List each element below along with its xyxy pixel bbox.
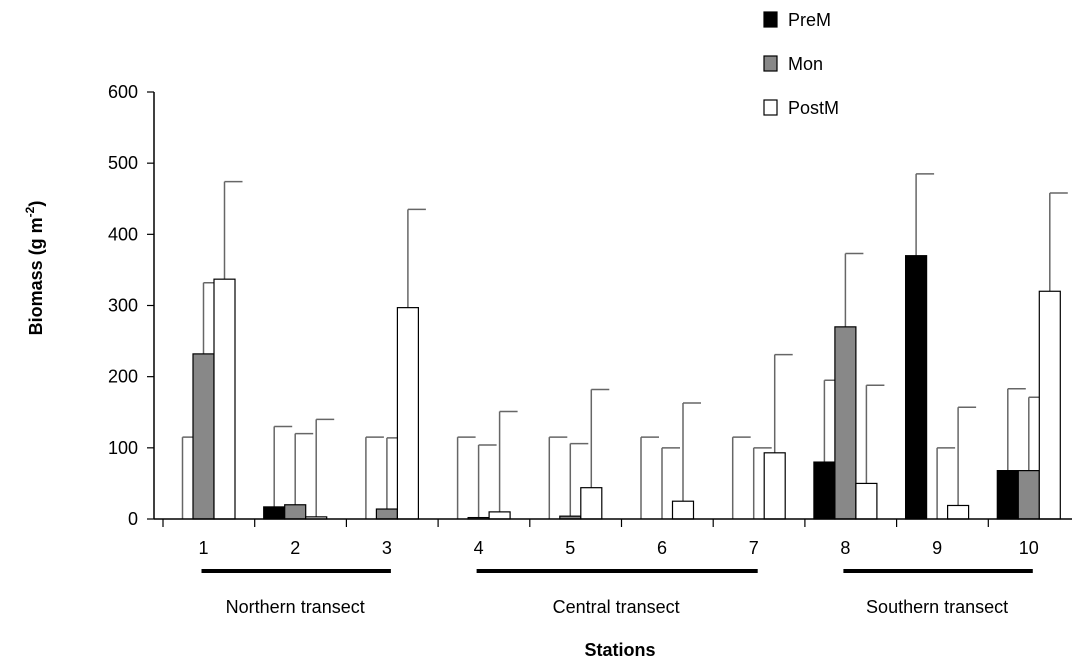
legend-label-postm: PostM xyxy=(788,98,839,118)
error-bar-postm-station-7 xyxy=(773,353,793,453)
y-tick-label: 400 xyxy=(108,224,138,244)
x-tick-label-station-3: 3 xyxy=(382,538,392,558)
x-tick-label-station-10: 10 xyxy=(1019,538,1039,558)
y-tick-label: 100 xyxy=(108,438,138,458)
bars xyxy=(192,255,1061,520)
group-label-southern-transect: Southern transect xyxy=(866,597,1008,617)
bar-postm-station-6 xyxy=(671,500,695,520)
x-ticks: 1 2 3 4 5 6 7 8 9 10 xyxy=(162,519,1039,558)
error-bar-mon-station-9 xyxy=(936,447,956,519)
bar-prem-station-10 xyxy=(996,470,1019,520)
bar-postm-station-1 xyxy=(213,278,236,520)
bar-prem-station-2 xyxy=(263,506,286,520)
group-label-central-transect: Central transect xyxy=(553,597,680,617)
error-bar-postm-station-2 xyxy=(315,418,335,517)
x-tick-label-station-6: 6 xyxy=(657,538,667,558)
error-bar-prem-station-5 xyxy=(548,436,568,519)
error-bar-postm-station-8 xyxy=(865,384,885,484)
bar-postm-station-5 xyxy=(580,487,603,520)
y-ticks: 0 100 200 300 400 500 600 xyxy=(108,82,154,529)
error-bar-prem-station-10 xyxy=(1007,388,1026,471)
legend-swatch-postm xyxy=(763,99,778,116)
y-axis-title-main: Biomass (g m xyxy=(26,217,46,335)
error-bars xyxy=(181,173,1068,519)
x-axis-title: Stations xyxy=(584,640,655,660)
error-bar-prem-station-9 xyxy=(915,173,935,256)
x-tick-label-station-5: 5 xyxy=(565,538,575,558)
bar-postm-station-4 xyxy=(488,511,511,520)
x-tick-label-station-7: 7 xyxy=(749,538,759,558)
legend-swatch-prem xyxy=(763,11,778,28)
error-bar-mon-station-8 xyxy=(844,252,864,327)
error-bar-mon-station-4 xyxy=(477,444,497,518)
y-axis-title: Biomass (g m-2) xyxy=(23,201,46,336)
legend: PreM Mon PostM xyxy=(763,10,839,118)
legend-swatch-mon xyxy=(763,55,778,72)
y-tick-label: 200 xyxy=(108,367,138,387)
y-axis-title-close: ) xyxy=(26,201,46,207)
x-tick-label-station-1: 1 xyxy=(198,538,208,558)
y-axis-title-sup: -2 xyxy=(23,206,37,217)
bar-prem-station-9 xyxy=(904,255,928,520)
legend-label-mon: Mon xyxy=(788,54,823,74)
error-bar-mon-station-7 xyxy=(752,447,772,519)
group-label-northern-transect: Northern transect xyxy=(226,597,365,617)
error-bar-postm-station-3 xyxy=(407,208,426,308)
bar-postm-station-10 xyxy=(1038,290,1061,520)
bar-mon-station-2 xyxy=(284,504,307,520)
x-tick-label-station-2: 2 xyxy=(290,538,300,558)
bar-prem-station-8 xyxy=(813,461,836,520)
x-tick-label-station-4: 4 xyxy=(474,538,484,558)
error-bar-postm-station-10 xyxy=(1049,192,1068,292)
error-bar-postm-station-1 xyxy=(223,180,243,280)
bar-mon-station-10 xyxy=(1017,470,1040,520)
y-tick-label: 0 xyxy=(128,509,138,529)
x-tick-label-station-9: 9 xyxy=(932,538,942,558)
error-bar-postm-station-9 xyxy=(957,406,977,506)
error-bar-mon-station-6 xyxy=(661,447,680,519)
error-bar-mon-station-5 xyxy=(569,442,589,517)
error-bar-prem-station-3 xyxy=(365,436,384,519)
error-bar-postm-station-5 xyxy=(590,388,610,488)
bar-postm-station-7 xyxy=(763,452,786,520)
bar-mon-station-3 xyxy=(375,508,398,520)
transect-groups: Northern transect Central transect Souther… xyxy=(201,569,1033,617)
bar-mon-station-8 xyxy=(834,326,857,520)
y-tick-label: 500 xyxy=(108,153,138,173)
legend-label-prem: PreM xyxy=(788,10,831,30)
error-bar-postm-station-4 xyxy=(498,410,518,512)
bar-postm-station-9 xyxy=(946,504,970,520)
bar-postm-station-3 xyxy=(396,307,419,520)
error-bar-prem-station-6 xyxy=(640,436,659,519)
x-tick-label-station-8: 8 xyxy=(840,538,850,558)
error-bar-prem-station-7 xyxy=(731,436,751,519)
error-bar-prem-station-4 xyxy=(456,436,476,519)
error-bar-prem-station-2 xyxy=(273,425,293,507)
error-bar-mon-station-2 xyxy=(294,432,314,505)
y-tick-label: 300 xyxy=(108,296,138,316)
bar-postm-station-8 xyxy=(855,482,878,520)
error-bar-postm-station-6 xyxy=(682,402,701,502)
bar-mon-station-1 xyxy=(192,353,215,520)
y-tick-label: 600 xyxy=(108,82,138,102)
axes xyxy=(153,92,1072,520)
